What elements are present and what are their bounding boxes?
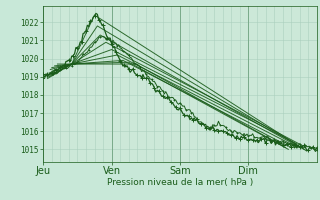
X-axis label: Pression niveau de la mer( hPa ): Pression niveau de la mer( hPa ) [107,178,253,187]
